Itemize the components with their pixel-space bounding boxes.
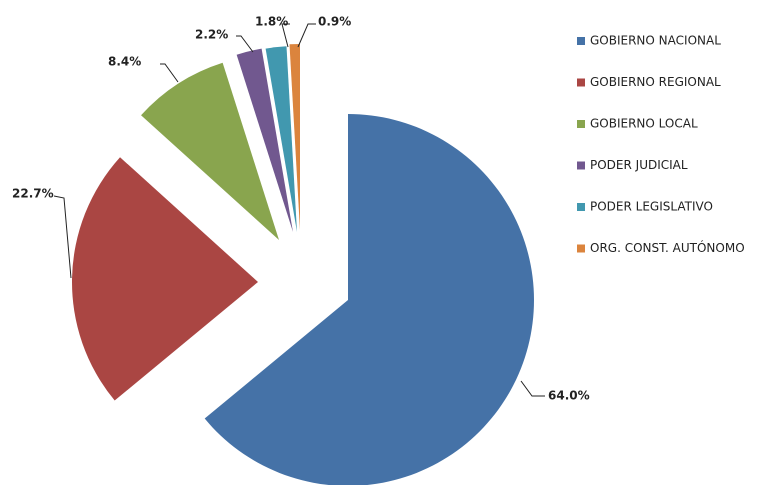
legend-label: GOBIERNO LOCAL: [590, 117, 698, 131]
data-label: 1.8%: [255, 15, 288, 29]
leader-line: [53, 195, 72, 279]
data-label: 8.4%: [108, 55, 141, 69]
legend-label: GOBIERNO NACIONAL: [590, 34, 721, 48]
legend-label: ORG. CONST. AUTÓNOMO: [590, 240, 745, 255]
leader-line: [297, 23, 316, 48]
pie-slice: [236, 48, 293, 232]
data-label: 2.2%: [195, 28, 228, 42]
pie-slice: [204, 114, 534, 485]
data-label: 64.0%: [548, 389, 590, 403]
legend-label: GOBIERNO REGIONAL: [590, 75, 721, 89]
legend-label: PODER JUDICIAL: [590, 158, 688, 172]
legend-swatch: [577, 37, 585, 45]
leader-line: [236, 35, 254, 53]
pie-slice: [72, 157, 258, 401]
pie-slice: [289, 44, 300, 230]
legend-swatch: [577, 203, 585, 211]
leader-line: [520, 380, 545, 397]
data-label: 0.9%: [318, 15, 351, 29]
pie-slice: [141, 62, 279, 240]
leader-line: [281, 23, 290, 48]
pie-slice: [265, 46, 297, 233]
legend-swatch: [577, 120, 585, 128]
legend-swatch: [577, 244, 585, 253]
data-label: 22.7%: [12, 187, 54, 201]
leader-line: [160, 63, 179, 83]
legend-swatch: [577, 161, 585, 170]
legend-swatch: [577, 78, 585, 87]
legend-label: PODER LEGISLATIVO: [590, 200, 713, 214]
